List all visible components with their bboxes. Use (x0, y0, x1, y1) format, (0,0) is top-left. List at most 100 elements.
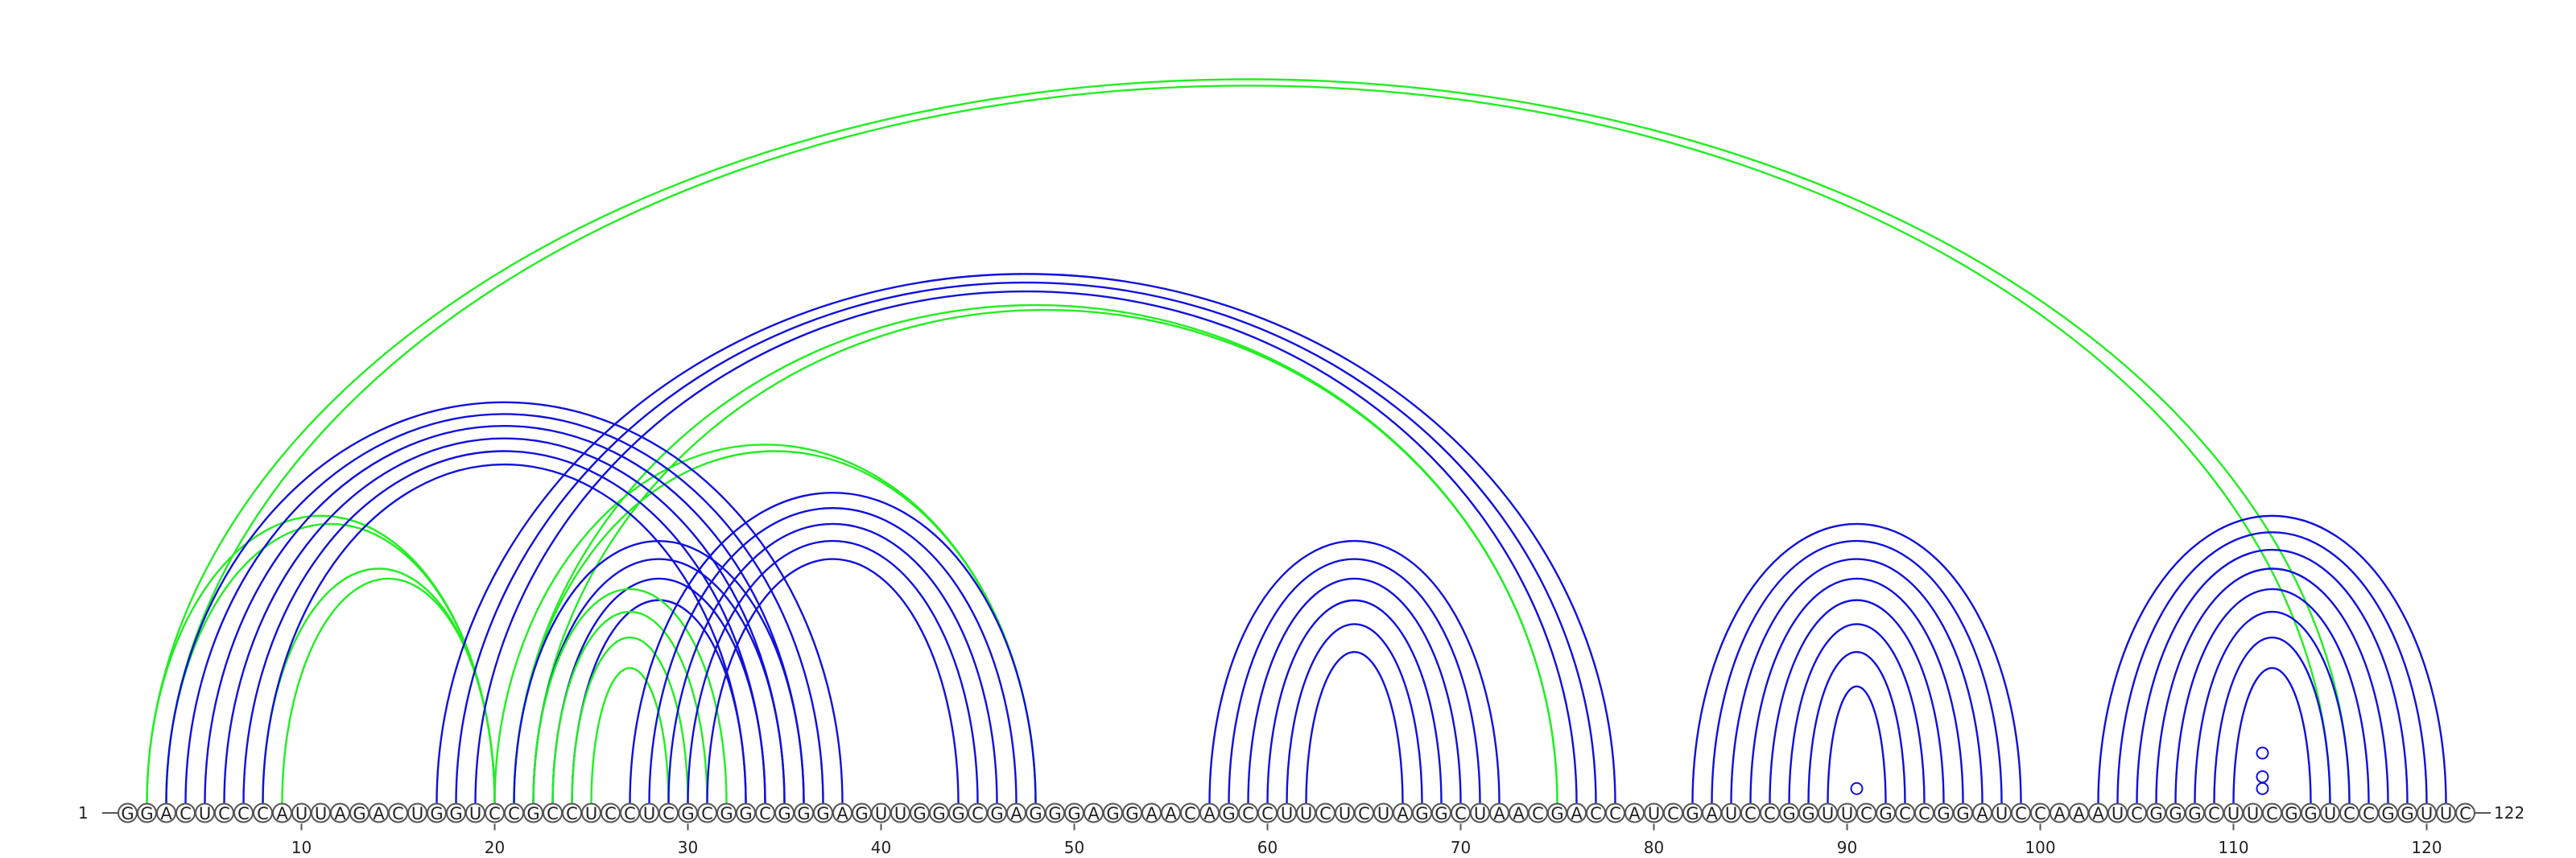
nucleotide: C (968, 802, 988, 823)
nucleotide-letter: G (526, 804, 539, 823)
nucleotide: U (639, 802, 659, 823)
nucleotide-letter: C (1184, 804, 1196, 823)
nucleotide-letter: U (1300, 804, 1312, 823)
nucleotide: C (697, 802, 717, 823)
nucleotide-letter: C (257, 804, 269, 823)
nucleotide: U (2243, 802, 2263, 823)
pair-arc-58-71 (1228, 558, 1481, 804)
nucleotide-letter: U (585, 804, 597, 823)
nucleotide: G (1026, 802, 1046, 823)
nucleotide: G (929, 802, 949, 823)
nucleotide: C (1315, 802, 1335, 823)
nucleotide-letter: G (449, 804, 462, 823)
nucleotide-letter: U (1648, 804, 1660, 823)
nucleotide-letter: U (2324, 804, 2336, 823)
nucleotide-letter: U (2227, 804, 2240, 823)
nucleotide: A (1199, 802, 1220, 823)
nucleotide-letter: C (1899, 804, 1911, 823)
nucleotide: G (794, 802, 814, 823)
nucleotide-letter: C (547, 804, 559, 823)
nucleotide-letter: A (1513, 804, 1525, 823)
pair-arc-19-76 (474, 290, 1578, 804)
pair-arc-5-36 (204, 424, 805, 804)
nucleotide-letter: C (2015, 804, 2027, 823)
sequence-start-label: 1 (78, 803, 89, 823)
nucleotide: G (1431, 802, 1451, 823)
nucleotide-letter: U (1474, 804, 1486, 823)
nucleotide: A (2088, 802, 2108, 823)
nucleotide: C (175, 802, 196, 823)
nucleotide: U (1818, 802, 1838, 823)
nucleotide: C (1354, 802, 1374, 823)
pair-arc-59-70 (1247, 577, 1462, 804)
nucleotide-letter: G (2304, 804, 2317, 823)
nucleotide: A (272, 802, 292, 823)
nucleotide: A (1509, 802, 1529, 823)
nucleotide-letter: C (2034, 804, 2046, 823)
nucleotide: U (311, 802, 331, 823)
nucleotide: A (1141, 802, 1162, 823)
pair-arc-62-67 (1305, 650, 1404, 804)
nucleotide-letter: A (1397, 804, 1409, 823)
nucleotide-letter: C (2343, 804, 2355, 823)
nucleotide: G (1547, 802, 1567, 823)
arcs-layer (146, 78, 2447, 804)
pair-arc-86-95 (1769, 599, 1945, 804)
nucleotide-letter: C (1609, 804, 1621, 823)
nucleotide: G (1122, 802, 1142, 823)
nucleotide-letter: C (663, 804, 675, 823)
nucleotide-letter: U (1281, 804, 1293, 823)
pair-arc-107-117 (2174, 588, 2370, 804)
nucleotide: G (1876, 802, 1896, 823)
nucleotide: C (755, 802, 775, 823)
nucleotide: G (1779, 802, 1799, 823)
pair-arc-88-93 (1807, 650, 1906, 804)
nucleotide-letter: U (894, 804, 906, 823)
pair-arc-103-121 (2097, 514, 2447, 804)
nucleotide-letter: C (1261, 804, 1274, 823)
nucleotide-letter: U (2247, 804, 2259, 823)
nucleotide-letter: C (1455, 804, 1467, 823)
nucleotide: C (233, 802, 254, 823)
nucleotide-letter: G (913, 804, 926, 823)
nucleotide: C (601, 802, 621, 823)
nucleotide-letter: C (1532, 804, 1544, 823)
nucleotide-letter: C (566, 804, 578, 823)
nucleotide: C (1605, 802, 1625, 823)
nucleotide-letter: U (875, 804, 887, 823)
nucleotide-letter: G (1222, 804, 1235, 823)
nucleotide: C (2204, 802, 2224, 823)
nucleotide: G (716, 802, 737, 823)
nucleotide-letter: U (1377, 804, 1389, 823)
nucleotide-letter: U (1822, 804, 1834, 823)
nucleotide: C (504, 802, 524, 823)
tick-label: 80 (1644, 838, 1664, 857)
nucleotide-letter: G (1937, 804, 1950, 823)
nucleotide: C (1257, 802, 1278, 823)
nucleotide-letter: G (1415, 804, 1428, 823)
nucleotide-letter: G (1435, 804, 1447, 823)
nucleotide-letter: C (1358, 804, 1370, 823)
tick-label: 30 (678, 838, 698, 857)
nucleotide-letter: G (430, 804, 443, 823)
nucleotide: U (2320, 802, 2340, 823)
nucleotide-letter: C (1319, 804, 1331, 823)
nucleotide: C (1895, 802, 1915, 823)
nucleotide-letter: A (2054, 804, 2066, 823)
nucleotide-letter: C (218, 804, 230, 823)
nucleotide: U (890, 802, 910, 823)
nucleotide: G (118, 802, 138, 823)
nucleotide-letter: A (1571, 804, 1583, 823)
nucleotide-letter: U (2440, 804, 2452, 823)
nucleotide-letter: G (1686, 804, 1699, 823)
pair-arc-31-44 (706, 558, 960, 804)
nucleotide: U (871, 802, 891, 823)
nucleotide-letter: U (2421, 804, 2433, 823)
pair-arc-29-46 (667, 522, 998, 804)
nucleotide-letter: A (2092, 804, 2104, 823)
nucleotide-letter: C (1764, 804, 1776, 823)
nucleotide-letter: G (952, 804, 964, 823)
nucleotide-letter: C (1667, 804, 1679, 823)
nucleotide-letter: C (237, 804, 250, 823)
pair-arc-89-92 (1827, 685, 1887, 804)
